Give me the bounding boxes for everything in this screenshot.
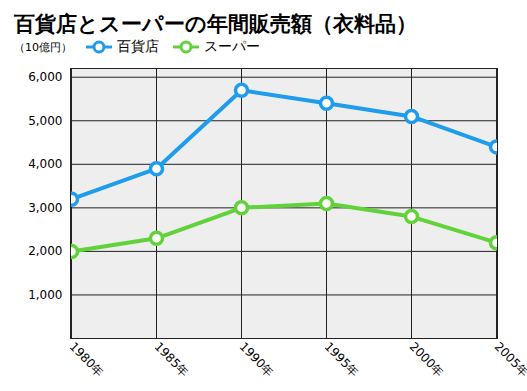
svg-text:4,000: 4,000 — [28, 157, 62, 171]
svg-text:1,000: 1,000 — [28, 288, 62, 302]
html-text:百貨店とスーパーの年間販売額（衣料品）: 百貨店とスーパーの年間販売額（衣料品） — [14, 12, 417, 36]
svg-text:5,000: 5,000 — [28, 114, 62, 128]
html-text:スーパー: スーパー — [204, 38, 260, 54]
html-text:百貨店: 百貨店 — [117, 38, 159, 54]
svg-text:2,000: 2,000 — [28, 244, 62, 258]
svg-text:2000年: 2000年 — [407, 339, 447, 379]
svg-text:1985年: 1985年 — [152, 339, 192, 379]
html-text:（10億円）: （10億円） — [14, 40, 72, 54]
svg-text:1990年: 1990年 — [237, 339, 277, 379]
svg-text:1995年: 1995年 — [322, 339, 362, 379]
svg-text:3,000: 3,000 — [28, 201, 62, 215]
svg-text:2005年: 2005年 — [492, 339, 527, 379]
svg-text:1980年: 1980年 — [67, 339, 107, 379]
svg-text:6,000: 6,000 — [28, 70, 62, 84]
